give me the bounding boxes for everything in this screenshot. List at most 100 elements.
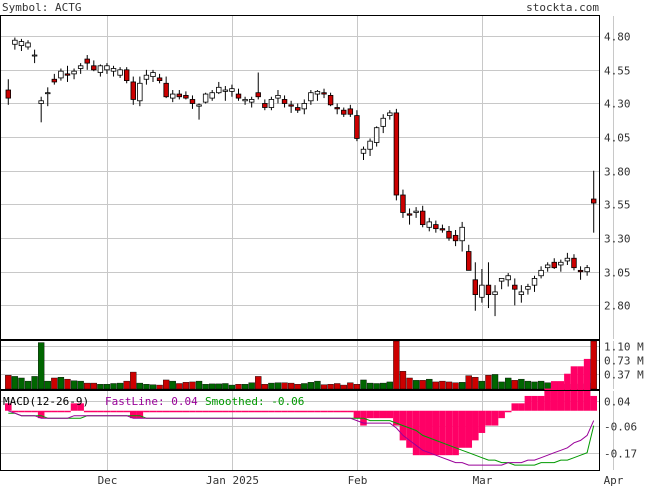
candle: [248, 96, 255, 108]
macd-histogram-bar: [425, 410, 433, 456]
macd-histogram-bar: [215, 410, 223, 413]
candle-body: [512, 284, 518, 290]
volume-bar: [445, 381, 453, 390]
macd-histogram-bar: [189, 410, 196, 413]
macd-histogram-bar: [570, 366, 578, 411]
candle-body: [446, 230, 452, 239]
candle: [571, 254, 577, 271]
x-tick-label: Feb: [348, 474, 368, 486]
volume-bar: [439, 380, 446, 390]
volume-bar: [406, 377, 413, 390]
candle-body: [347, 108, 354, 115]
macd-histogram-bar: [116, 410, 124, 413]
price-tick-label: 3.30: [604, 233, 631, 246]
candle: [51, 73, 58, 85]
macd-histogram-bar: [498, 410, 505, 419]
candle-body: [209, 92, 215, 99]
volume-bar: [222, 383, 229, 390]
candle: [130, 76, 136, 105]
candle-body: [400, 194, 406, 213]
macd-tick-label: -0.06: [604, 421, 637, 434]
candle-body: [544, 264, 551, 269]
candle: [400, 189, 406, 218]
volume-bar: [472, 376, 479, 390]
candle-body: [314, 90, 321, 95]
candle-body: [479, 284, 485, 298]
candle: [156, 73, 163, 84]
candle-body: [498, 278, 505, 282]
candle: [387, 110, 393, 120]
macd-histogram-bar: [97, 410, 104, 413]
volume-bar: [195, 380, 203, 390]
candle-body: [216, 86, 222, 94]
volume-bar: [281, 382, 288, 390]
candle-body: [117, 69, 123, 76]
candle-body: [360, 148, 367, 154]
candle: [143, 69, 150, 85]
macd-histogram-bar: [44, 410, 52, 413]
candle-body: [275, 95, 281, 99]
candle: [222, 85, 229, 101]
candle: [275, 90, 281, 104]
candle-body: [130, 81, 136, 100]
volume-bar: [5, 375, 12, 390]
candle: [110, 65, 117, 77]
candle-body: [472, 279, 479, 295]
candle-body: [584, 267, 590, 273]
macd-histogram-bar: [156, 410, 163, 413]
candle-body: [38, 100, 44, 104]
candle: [176, 90, 183, 100]
candle: [492, 285, 498, 317]
candle: [196, 103, 202, 120]
macd-histogram-bar: [129, 410, 137, 419]
macd-histogram-bar: [491, 410, 499, 426]
candle: [58, 68, 64, 81]
candle: [485, 262, 492, 309]
volume-bar: [248, 382, 255, 390]
macd-histogram-bar: [445, 410, 453, 456]
macd-histogram-bar: [419, 410, 426, 456]
candle: [5, 79, 11, 105]
macd-histogram-bar: [162, 410, 170, 413]
candle-body: [71, 70, 77, 75]
candle: [209, 90, 215, 101]
volume-bar: [544, 382, 551, 390]
volume-bar: [518, 378, 525, 390]
candle-body: [373, 127, 380, 143]
candle: [577, 266, 584, 280]
macd-panel-frame: [0, 390, 600, 471]
volume-bar: [90, 382, 97, 390]
macd-histogram-bar: [301, 410, 308, 413]
candle-body: [505, 275, 511, 281]
macd-legend: MACD(12-26-9) FastLine: 0.04 Smoothed: -…: [3, 395, 304, 408]
candle: [426, 217, 432, 232]
candle: [104, 63, 110, 74]
volume-bar: [110, 383, 117, 390]
volume-bar: [373, 383, 380, 390]
candle: [137, 76, 143, 107]
volume-tick-label: 0.73 M: [604, 355, 644, 368]
candle-body: [433, 224, 439, 230]
volume-bar: [340, 384, 347, 390]
candle: [18, 38, 25, 51]
volume-bar: [327, 384, 334, 390]
volume-bar: [241, 384, 249, 390]
macd-histogram-bar: [537, 395, 545, 411]
candle: [360, 146, 367, 161]
candle-body: [485, 284, 492, 295]
candle: [479, 269, 485, 303]
volume-bar: [274, 382, 282, 390]
candle: [314, 90, 321, 101]
macd-label: MACD(12-26-9): [3, 395, 89, 408]
candle-body: [229, 88, 235, 92]
candle-body: [492, 291, 498, 295]
macd-histogram-bar: [83, 410, 91, 413]
macd-histogram-bar: [511, 403, 519, 411]
macd-histogram-bar: [353, 410, 361, 419]
macd-histogram-bar: [347, 410, 354, 413]
candle-body: [64, 73, 71, 76]
macd-histogram-bar: [577, 366, 584, 411]
macd-histogram-bar: [18, 410, 25, 413]
macd-histogram-bar: [340, 410, 348, 413]
volume-bar: [320, 384, 328, 390]
